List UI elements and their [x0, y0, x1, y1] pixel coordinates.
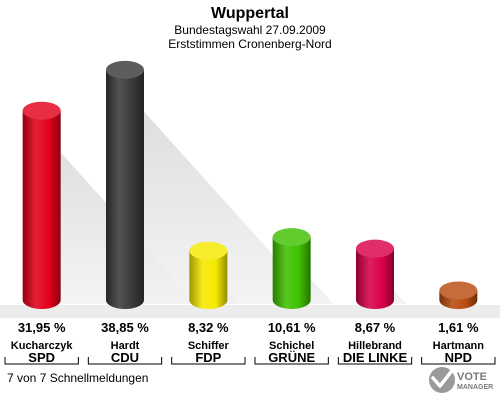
- bar-fdp: [189, 241, 228, 309]
- bar-cdu: [106, 60, 144, 309]
- party-label: NPD: [445, 350, 472, 365]
- party-bracket: [87, 357, 163, 365]
- party-bracket: [4, 357, 79, 365]
- logo-word-manager: MANAGER: [457, 384, 493, 391]
- party-label: GRÜNE: [268, 350, 315, 365]
- party-bracket: [421, 357, 496, 365]
- value-label: 10,61 %: [268, 320, 316, 335]
- party-label: DIE LINKE: [343, 350, 408, 365]
- party-bracket: [171, 357, 246, 365]
- bar-shadow: [110, 73, 318, 304]
- bar-body: [189, 250, 228, 309]
- party-bracket: [337, 357, 413, 365]
- candidate-label: Kucharczyk: [11, 340, 74, 352]
- candidate-label: Schiffer: [188, 340, 230, 352]
- chart-subtitle-district: Erststimmen Cronenberg-Nord: [168, 37, 331, 51]
- value-label: 38,85 %: [101, 320, 149, 335]
- bar-top: [106, 60, 144, 79]
- vote-manager-logo: VOTE MANAGER: [429, 366, 493, 393]
- bar-top: [272, 228, 311, 247]
- bar-body: [272, 237, 311, 309]
- candidate-label: Hardt: [111, 340, 140, 352]
- party-label: CDU: [111, 350, 139, 365]
- bar-npd: [439, 281, 478, 309]
- chart-floor: [0, 73, 500, 318]
- chart-subtitle-election: Bundestagswahl 27.09.2009: [174, 23, 326, 37]
- candidate-label: Hartmann: [433, 340, 485, 352]
- bar-top: [439, 281, 478, 300]
- bar-die-linke: [356, 239, 394, 309]
- bars-group: [22, 60, 478, 309]
- report-status: 7 von 7 Schnellmeldungen: [7, 371, 148, 385]
- value-label: 1,61 %: [438, 320, 479, 335]
- logo-word-vote: VOTE: [457, 371, 487, 383]
- bar-top: [189, 241, 228, 260]
- party-bracket: [254, 357, 329, 365]
- floor-strip: [0, 305, 500, 318]
- bar-body: [22, 110, 61, 309]
- value-label: 8,67 %: [355, 320, 396, 335]
- bar-body: [356, 248, 394, 309]
- bar-grüne: [272, 228, 311, 309]
- candidate-label: Schichel: [269, 340, 314, 352]
- bar-top: [356, 239, 394, 258]
- value-label: 8,32 %: [188, 320, 229, 335]
- party-label: SPD: [28, 350, 55, 365]
- bar-body: [106, 69, 144, 309]
- chart-title: Wuppertal: [211, 5, 289, 22]
- bar-top: [22, 101, 61, 120]
- value-label: 31,95 %: [18, 320, 66, 335]
- party-label: FDP: [195, 350, 221, 365]
- bar-spd: [22, 101, 61, 309]
- candidate-label: Hillebrand: [348, 340, 402, 352]
- logo-check-icon: [431, 366, 456, 388]
